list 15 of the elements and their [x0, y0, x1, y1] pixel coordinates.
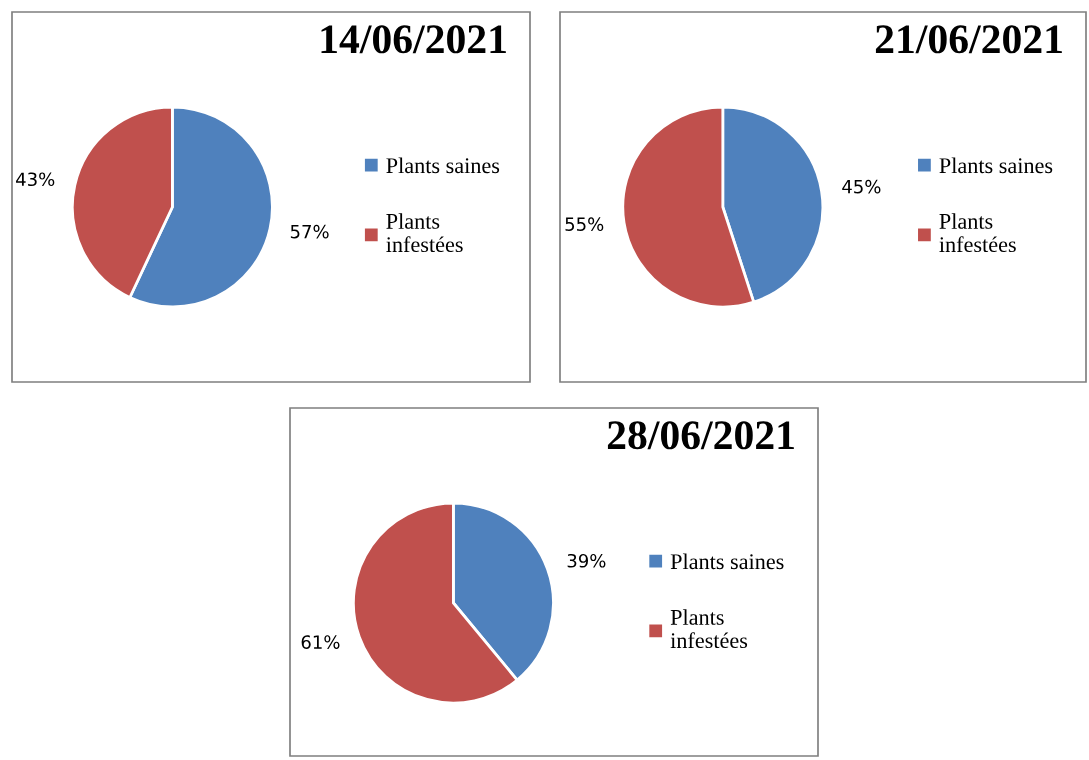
legend-label: Plants saines [670, 553, 784, 570]
chart-title: 21/06/2021 [875, 25, 1062, 54]
data-label: 61% [301, 635, 340, 649]
chart-title: 14/06/2021 [321, 25, 506, 54]
data-label: 45% [842, 179, 881, 194]
legend-label: Plants infestées [939, 213, 1016, 253]
data-label: 55% [565, 217, 604, 232]
data-label: 39% [567, 553, 606, 568]
data-label: 57% [290, 224, 329, 239]
legend-label: Plants saines [939, 157, 1053, 174]
data-label: 43% [16, 172, 55, 187]
legend-label: Plants saines [386, 157, 500, 174]
legend-label: Plants infestées [386, 213, 463, 253]
chart-title: 28/06/2021 [607, 421, 794, 450]
legend-label: Plants infestées [670, 609, 748, 649]
